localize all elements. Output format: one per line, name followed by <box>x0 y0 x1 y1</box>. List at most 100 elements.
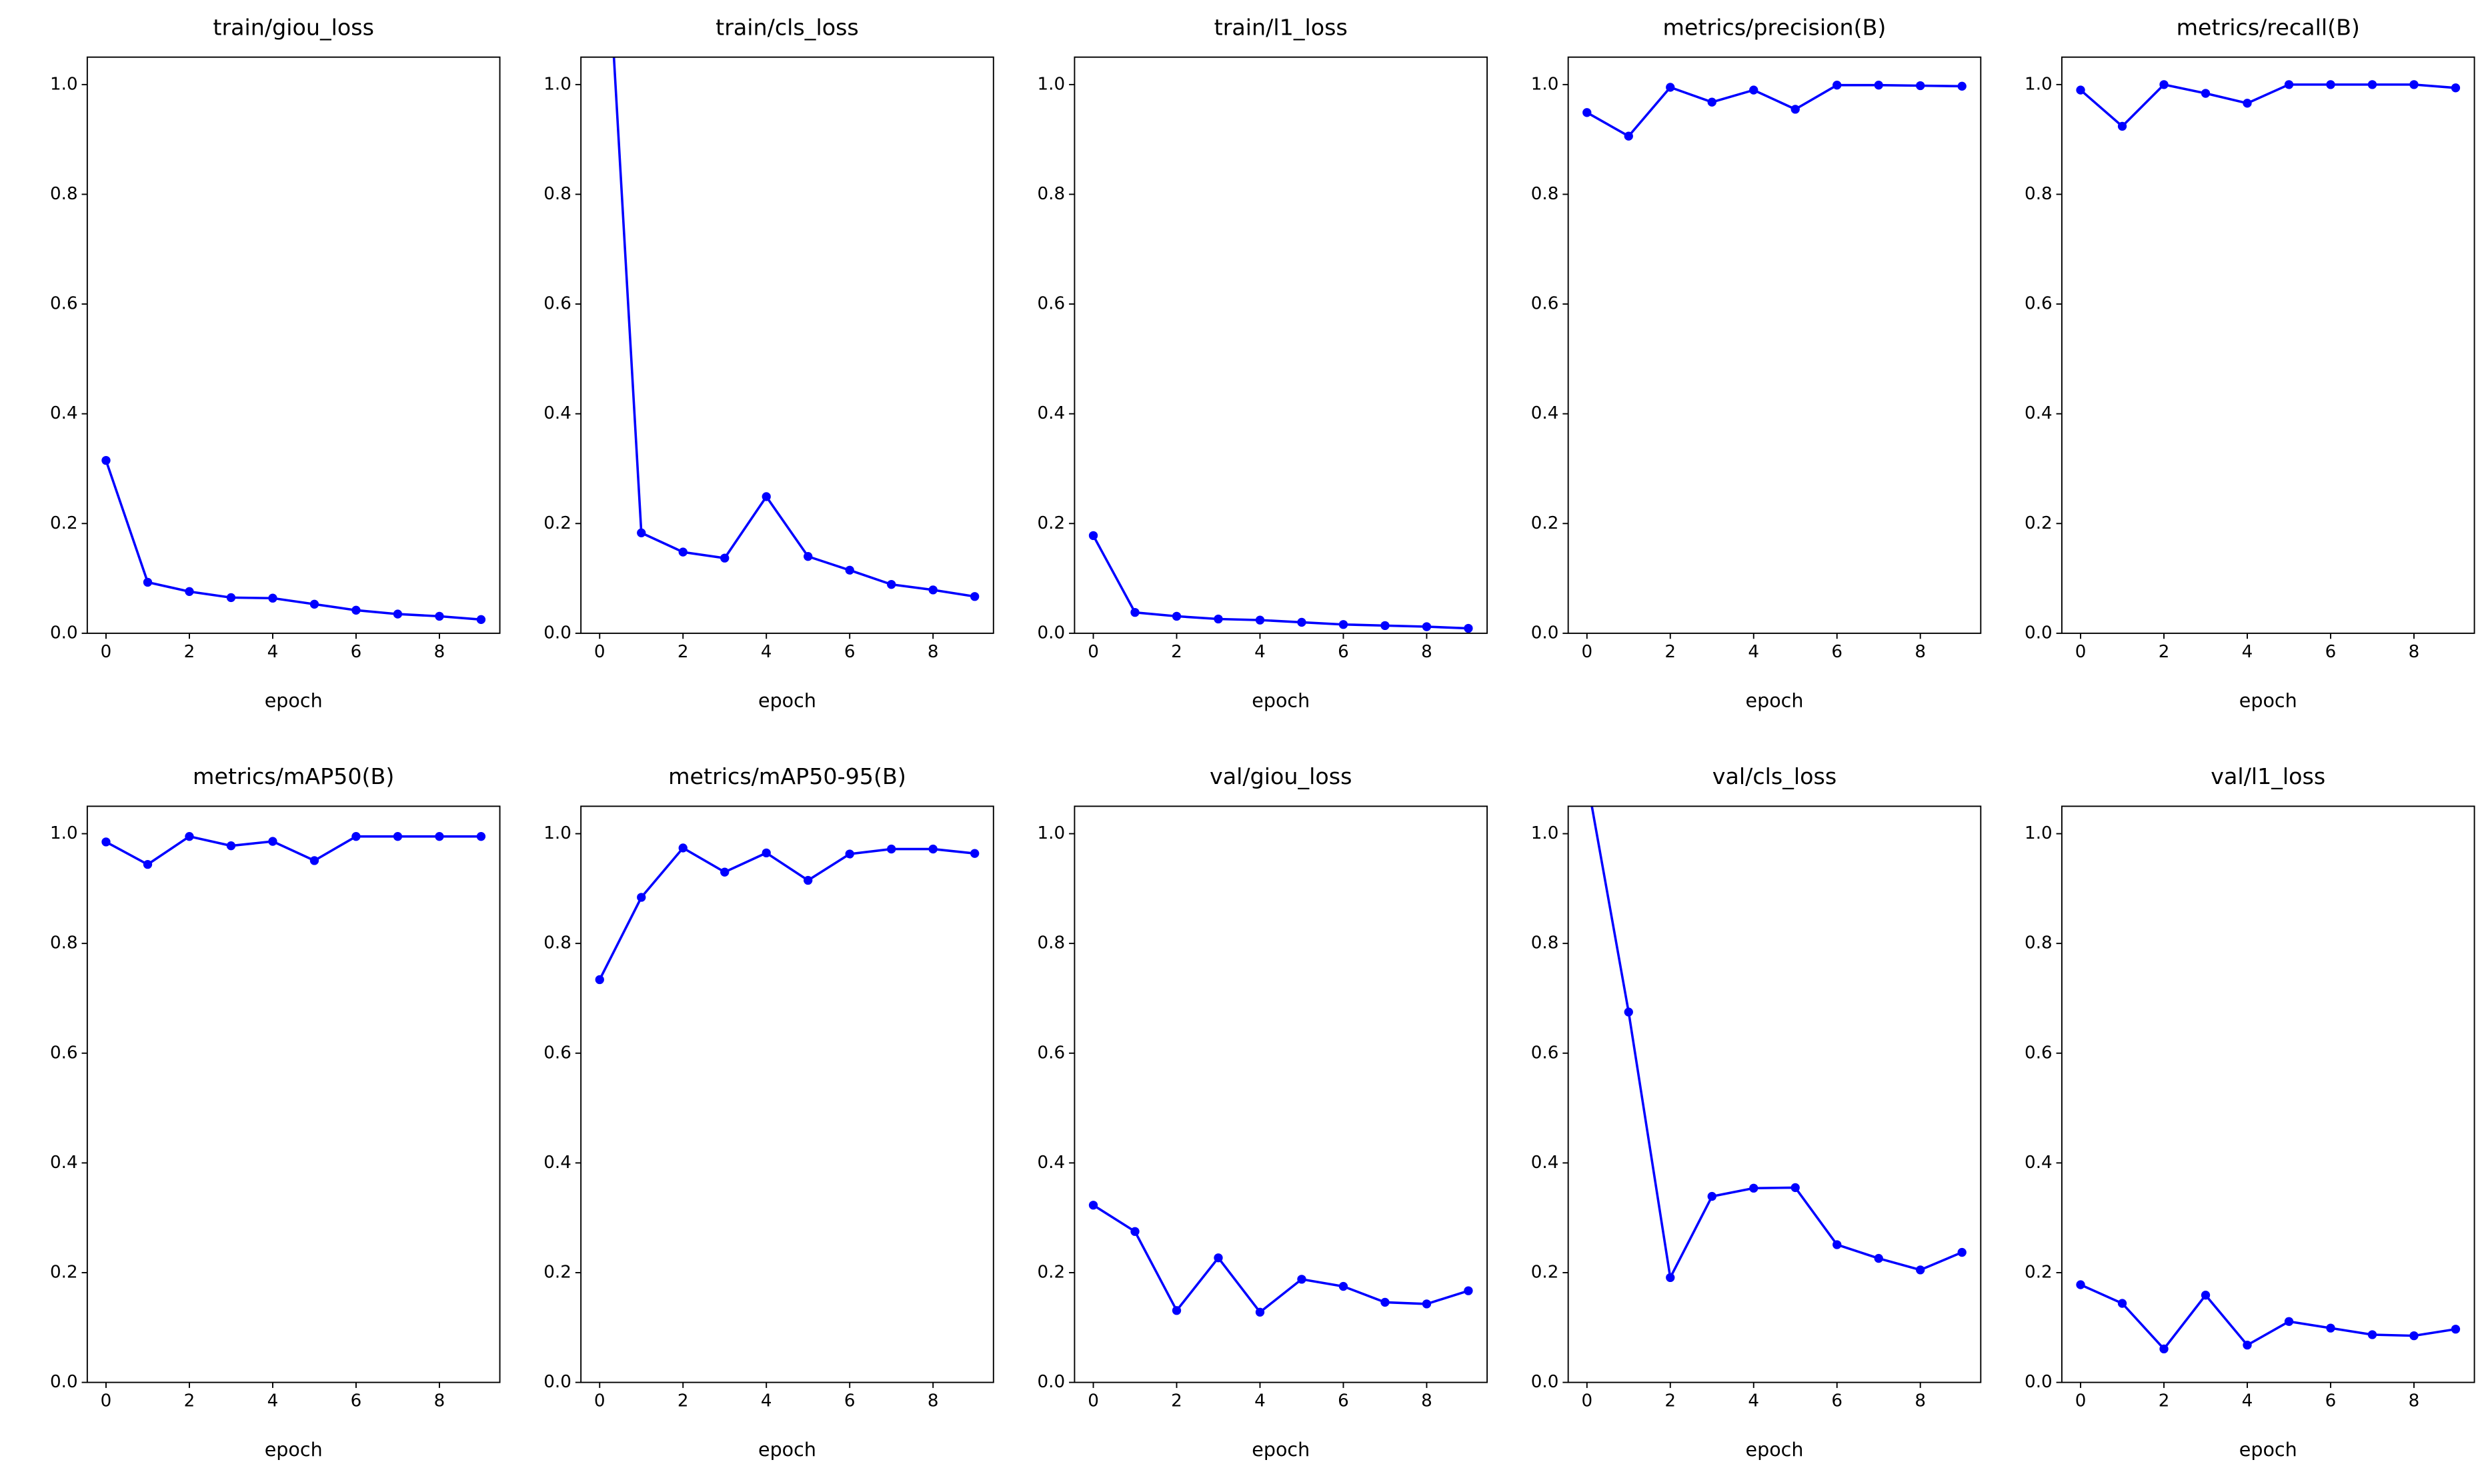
y-tick-label: 0.2 <box>50 1262 78 1282</box>
point <box>804 552 813 561</box>
x-axis-label: epoch <box>1252 689 1310 711</box>
y-tick-label: 0.2 <box>1531 1262 1559 1282</box>
y-tick-label: 0.4 <box>1038 403 1066 423</box>
y-tick-label: 0.4 <box>2025 1153 2053 1173</box>
y-tick-label: 0.6 <box>1531 1043 1559 1063</box>
point <box>351 831 361 841</box>
y-tick-label: 1.0 <box>543 823 571 843</box>
plot-frame <box>2061 56 2475 634</box>
subplot-title: val/giou_loss <box>1210 763 1352 789</box>
line <box>1586 83 1963 138</box>
point <box>1957 81 1967 91</box>
plot-area <box>2076 1280 2461 1354</box>
point <box>1624 131 1633 141</box>
point <box>268 593 277 603</box>
point <box>2284 80 2294 89</box>
y-tick-label: 0.4 <box>1531 403 1559 423</box>
y-tick-label: 0.6 <box>50 1043 78 1063</box>
y-tick-label: 0.0 <box>543 1372 571 1392</box>
y-tick-label: 0.8 <box>543 184 571 204</box>
x-tick-label: 4 <box>1748 1391 1759 1411</box>
x-tick-label: 0 <box>594 1391 605 1411</box>
y-tick-label: 1.0 <box>1531 74 1559 94</box>
line <box>105 835 481 866</box>
point <box>2451 83 2461 93</box>
x-tick-label: 8 <box>928 1391 939 1411</box>
point <box>1832 1240 1842 1249</box>
y-tick-label: 0.8 <box>50 933 78 953</box>
point <box>476 615 486 624</box>
y-tick-label: 0.8 <box>543 933 571 953</box>
x-axis-label: epoch <box>758 689 816 711</box>
x-tick-label: 4 <box>1748 642 1759 662</box>
point <box>1130 607 1140 617</box>
point <box>970 849 980 858</box>
point <box>928 844 938 854</box>
x-tick-label: 4 <box>2242 1391 2253 1411</box>
y-tick-label: 0.4 <box>1038 1153 1066 1173</box>
point <box>2117 1299 2127 1308</box>
point <box>435 831 444 841</box>
point <box>2326 1323 2335 1333</box>
plot-area <box>1088 1201 1473 1317</box>
point <box>1749 1183 1758 1193</box>
point <box>2076 1280 2085 1289</box>
point <box>1582 108 1592 117</box>
y-tick-label: 0.0 <box>543 623 571 643</box>
point <box>309 599 319 609</box>
point <box>928 585 938 595</box>
x-tick-label: 2 <box>1664 1391 1676 1411</box>
x-tick-label: 8 <box>1421 642 1432 662</box>
line <box>2079 83 2456 128</box>
x-tick-label: 4 <box>2242 642 2253 662</box>
point <box>1874 81 1883 90</box>
point <box>309 856 319 865</box>
y-tick-label: 0.6 <box>2025 1043 2053 1063</box>
point <box>2159 80 2169 89</box>
y-tick-label: 0.2 <box>2025 513 2053 533</box>
point <box>2284 1317 2294 1326</box>
point <box>887 579 896 589</box>
y-tick-label: 0.6 <box>50 294 78 314</box>
point <box>393 609 403 619</box>
point <box>185 587 194 597</box>
point <box>637 893 646 902</box>
x-tick-label: 4 <box>267 1391 279 1411</box>
subplot-title: metrics/recall(B) <box>2177 14 2360 40</box>
plot-area <box>1582 81 1967 141</box>
y-tick-label: 1.0 <box>543 74 571 94</box>
y-tick-label: 1.0 <box>2025 74 2053 94</box>
y-tick-label: 0.8 <box>1531 184 1559 204</box>
x-tick-label: 0 <box>1088 1391 1099 1411</box>
point <box>268 837 277 846</box>
y-tick-label: 0.8 <box>50 184 78 204</box>
y-tick-label: 0.8 <box>2025 933 2053 953</box>
line <box>1590 806 1963 1282</box>
point <box>1916 1265 1925 1275</box>
plot-area <box>101 455 486 624</box>
point <box>845 849 854 859</box>
point <box>1380 621 1390 631</box>
y-tick-label: 0.6 <box>1531 294 1559 314</box>
x-tick-label: 2 <box>678 642 689 662</box>
y-tick-label: 0.0 <box>1531 623 1559 643</box>
point <box>762 492 771 501</box>
point <box>2243 99 2252 108</box>
point <box>1338 620 1348 629</box>
y-tick-label: 0.2 <box>543 1262 571 1282</box>
x-tick-label: 0 <box>594 642 605 662</box>
y-tick-label: 0.0 <box>50 623 78 643</box>
point <box>804 875 813 885</box>
y-tick-label: 0.4 <box>543 1153 571 1173</box>
point <box>1790 105 1800 114</box>
plot-area <box>1088 531 1473 633</box>
y-tick-label: 1.0 <box>2025 823 2053 843</box>
y-tick-label: 0.2 <box>543 513 571 533</box>
point <box>351 605 361 615</box>
y-tick-label: 1.0 <box>1531 823 1559 843</box>
line <box>2080 1283 2456 1351</box>
